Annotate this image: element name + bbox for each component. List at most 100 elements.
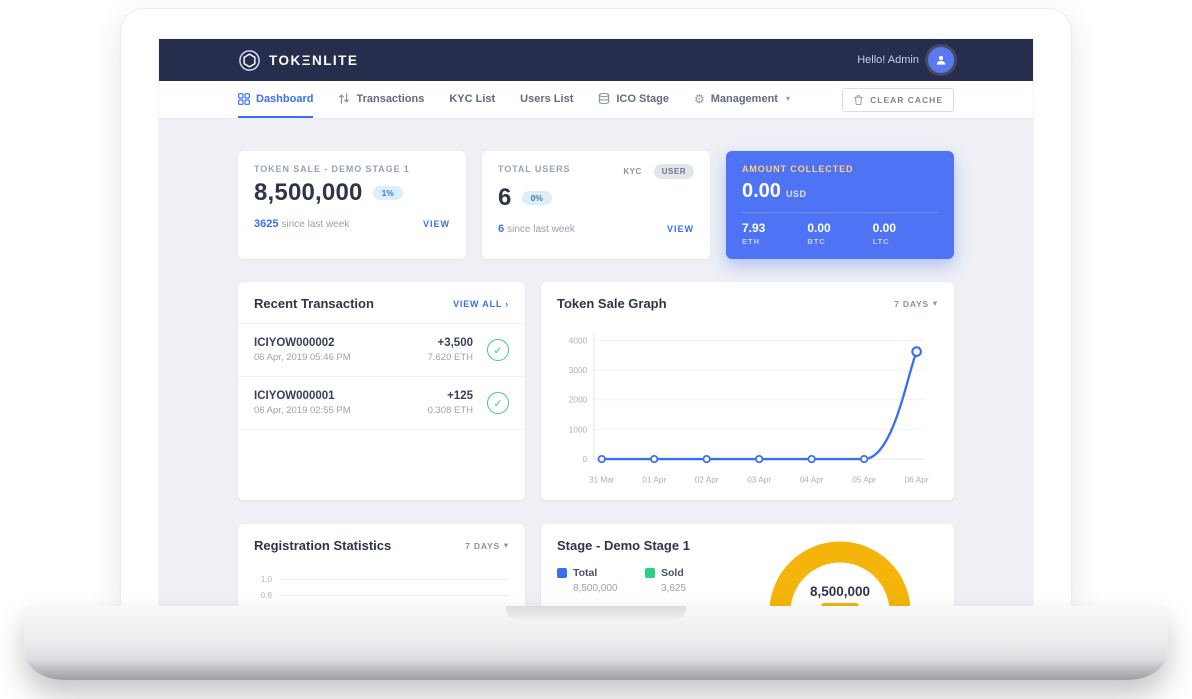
chevron-down-icon: ▾ [785,94,790,103]
transaction-id: ICIYOW000001 [254,390,335,402]
tab-label: Users List [520,92,574,105]
transfer-arrows-icon [339,93,350,104]
success-check-icon: ✓ [487,339,509,361]
registration-statistics-card: Registration Statistics 7 DAYS ▾ 1.0 [238,524,525,607]
database-icon [599,92,610,105]
svg-text:31 Mar: 31 Mar [589,475,615,484]
transaction-date: 06 Apr, 2019 02:55 PM [254,405,351,416]
donut-center-value: 8,500,000 [809,584,871,600]
transaction-eth: 0.308 ETH [427,405,473,416]
clear-cache-label: CLEAR CACHE [870,94,943,105]
view-all-label: VIEW ALL [453,298,503,309]
recent-transactions-title: Recent Transaction [254,296,374,311]
crypto-value: 0.00 [872,221,897,235]
kyc-toggle[interactable]: KYC [623,167,642,176]
tab-transactions[interactable]: Transactions [338,81,424,118]
stage-card: Stage - Demo Stage 1 Total 8,500,000 [541,524,954,607]
ltc-amount: 0.00 LTC [873,221,938,246]
transaction-eth: 7.620 ETH [427,352,473,363]
tab-ico-stage[interactable]: ICO Stage [598,81,669,118]
svg-text:01 Apr: 01 Apr [642,475,666,484]
registration-chart: 1.0 0.8 0.6 [238,565,525,607]
tab-label: Dashboard [256,92,314,105]
gridline [280,594,509,596]
range-dropdown[interactable]: 7 DAYS ▾ [465,540,509,551]
main-content: TOKEN SALE - DEMO STAGE 1 8,500,000 1% 3… [159,119,1033,607]
svg-text:1000: 1000 [569,425,588,434]
avatar[interactable] [928,47,954,73]
trash-icon [854,94,864,105]
crypto-value: 7.93 [742,221,766,235]
amount-collected-card: AMOUNT COLLECTED 0.00 USD 7.93 ETH [726,151,954,259]
range-dropdown[interactable]: 7 DAYS ▾ [894,298,938,309]
svg-text:0: 0 [583,455,588,464]
stage-legend: Total 8,500,000 Sold 3,625 [557,567,954,607]
svg-text:02 Apr: 02 Apr [695,475,719,484]
greeting-text: Hello! Admin [857,54,919,66]
legend-label: Total [573,567,598,580]
tab-label: Transactions [356,92,425,105]
legend-item-total: Total 8,500,000 [557,567,645,594]
svg-text:05 Apr: 05 Apr [852,475,876,484]
range-label: 7 DAYS [465,540,500,551]
transaction-row: ICIYOW000002 06 Apr, 2019 05:46 PM +3,50… [238,324,525,377]
amount-collected-value: 0.00 [742,180,781,202]
tab-dashboard[interactable]: Dashboard [238,81,314,118]
total-users-delta: 6 since last week [498,223,575,235]
total-users-title: TOTAL USERS [498,164,571,174]
success-check-icon: ✓ [487,392,509,414]
delta-suffix: since last week [281,219,350,230]
delta-value: 6 [498,223,505,235]
delta-value: 3625 [254,218,279,230]
delta-suffix: since last week [507,224,575,235]
svg-text:06 Apr: 06 Apr [905,475,929,484]
tab-management[interactable]: ⚙ Management ▾ [694,81,790,118]
eth-amount: 7.93 ETH [742,221,807,246]
token-sale-title: TOKEN SALE - DEMO STAGE 1 [254,164,410,174]
gear-icon: ⚙ [693,91,705,106]
y-tick: 1.0 [260,574,272,584]
laptop-base [24,606,1168,680]
clear-cache-button[interactable]: CLEAR CACHE [842,87,954,112]
nav-tabs-bar: Dashboard Transactions KYC List [159,81,1033,119]
chevron-down-icon: ▾ [503,540,509,551]
stage-title: Stage - Demo Stage 1 [557,538,690,554]
brand-logo[interactable]: TOKΞNLITE [238,49,358,72]
btc-amount: 0.00 BTC [807,221,872,246]
legend-item-sold: Sold 3,625 [645,567,733,594]
token-sale-graph-card: Token Sale Graph 7 DAYS ▾ 0 1000 2000 3000 4… [541,282,954,501]
amount-collected-unit: USD [785,189,807,199]
tokenlite-logo-icon [239,49,260,71]
total-users-badge: 0% [521,191,552,205]
laptop-screen: TOKΞNLITE Hello! Admin [120,8,1072,608]
amount-collected-title: AMOUNT COLLECTED [742,164,854,174]
svg-text:04 Apr: 04 Apr [800,475,824,484]
svg-text:3000: 3000 [569,366,588,375]
user-toggle[interactable]: USER [653,164,694,179]
svg-text:2000: 2000 [569,396,588,405]
legend-label: Sold [661,567,684,580]
tab-kyc-list[interactable]: KYC List [449,81,495,118]
top-navbar: TOKΞNLITE Hello! Admin [159,39,1033,81]
tab-label: Management [710,92,778,105]
tab-users-list[interactable]: Users List [520,81,573,118]
registration-statistics-title: Registration Statistics [254,538,392,554]
view-all-link[interactable]: VIEW ALL › [453,299,509,309]
transaction-row: ICIYOW000001 06 Apr, 2019 02:55 PM +125 … [238,377,525,430]
token-sale-graph-title: Token Sale Graph [557,296,667,311]
legend-value: 3,625 [661,583,687,595]
crypto-unit: ETH [742,237,760,246]
transaction-amount: +125 [447,390,473,402]
y-tick: 0.8 [260,590,272,600]
svg-text:03 Apr: 03 Apr [747,475,771,484]
donut-ring [769,541,911,607]
token-sale-value: 8,500,000 [254,179,363,206]
token-sale-line-chart: 0 1000 2000 3000 4000 31 Mar 01 Apr 02 Apr 03 Ap… [541,323,954,500]
token-sale-view-link[interactable]: VIEW [422,219,450,229]
total-users-value: 6 [498,184,512,211]
total-users-view-link[interactable]: VIEW [666,224,694,234]
total-users-card: TOTAL USERS KYC USER 6 0% [482,151,710,259]
grid-icon [238,92,250,105]
transaction-amount: +3,500 [437,337,474,349]
